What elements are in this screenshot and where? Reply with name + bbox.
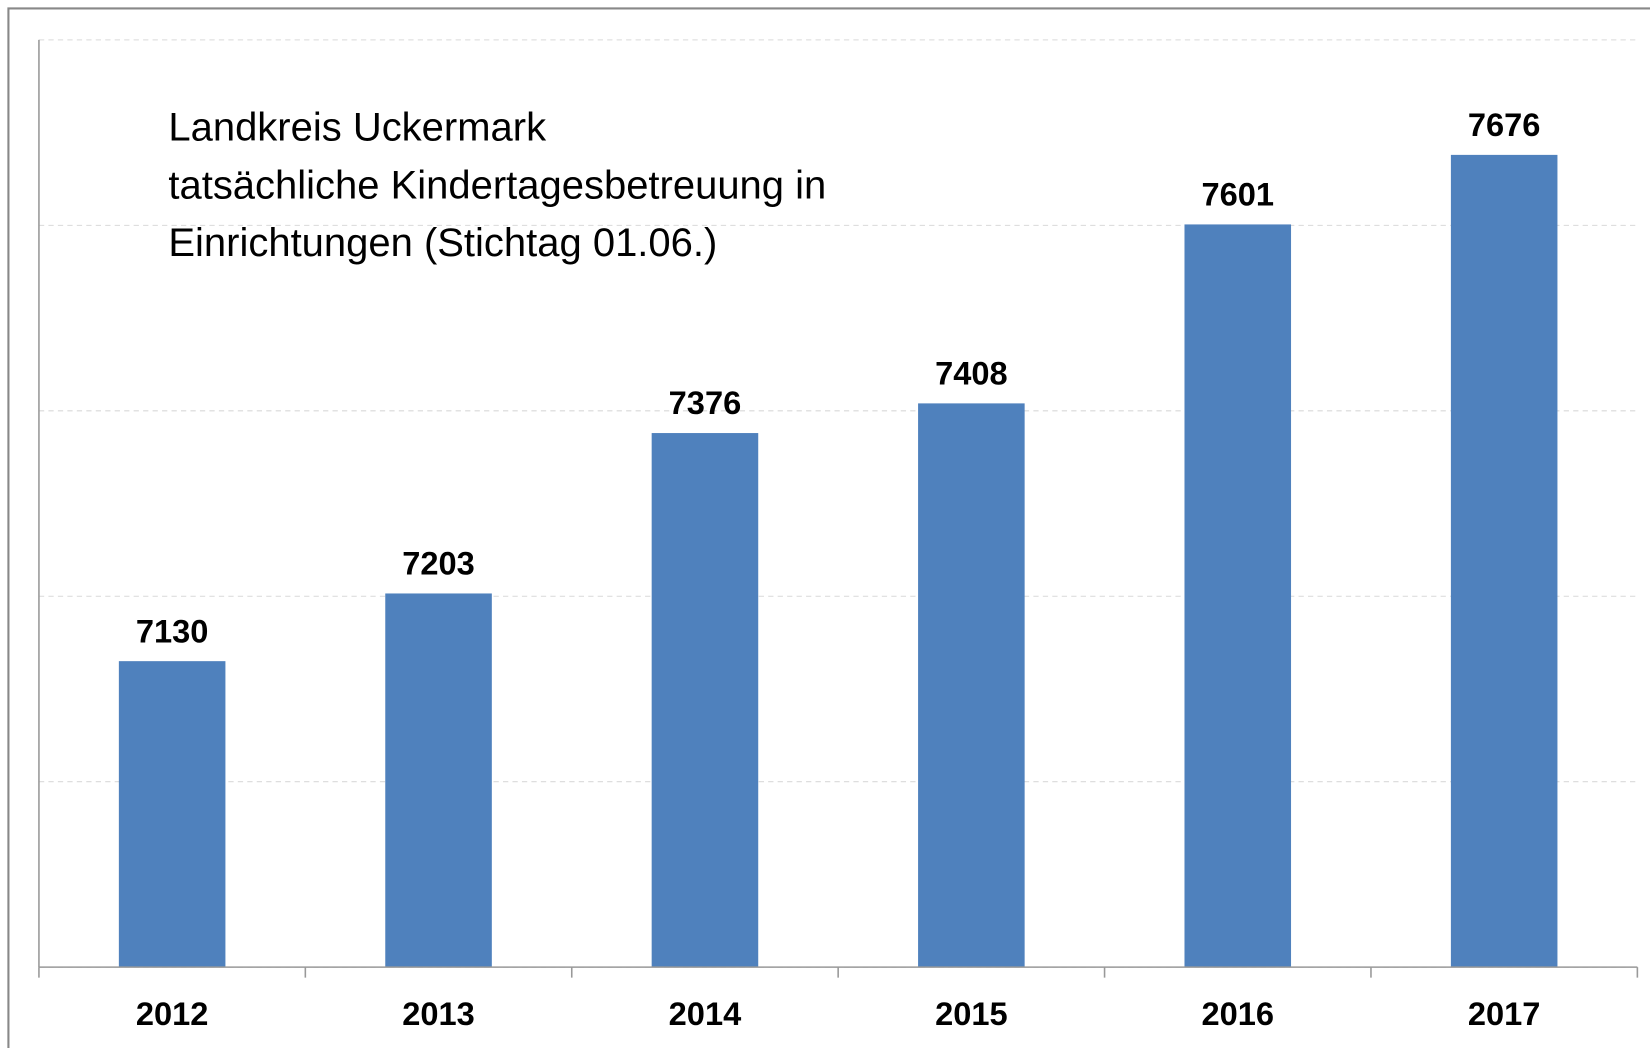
- bar: [918, 403, 1025, 968]
- value-label: 7376: [669, 385, 742, 421]
- x-tick-label: 2013: [402, 996, 475, 1032]
- bar: [1184, 224, 1292, 968]
- x-tick-label: 2012: [136, 996, 209, 1032]
- value-label: 7130: [136, 613, 209, 649]
- value-label: 7601: [1201, 177, 1274, 213]
- x-tick-label: 2017: [1468, 996, 1541, 1032]
- bar: [651, 433, 759, 968]
- chart-title: Landkreis Uckermark: [168, 106, 547, 150]
- chart-title: tatsächliche Kindertagesbetreuung in: [168, 164, 826, 208]
- x-tick-label: 2016: [1201, 996, 1274, 1032]
- bar: [118, 661, 226, 968]
- value-label: 7676: [1468, 107, 1541, 143]
- x-tick-label: 2014: [669, 996, 742, 1032]
- bar: [1450, 154, 1558, 968]
- frame: [7, 7, 1650, 1048]
- value-label: 7408: [935, 356, 1008, 392]
- value-label: 7203: [402, 546, 475, 582]
- bar: [385, 593, 492, 968]
- chart-title: Einrichtungen (Stichtag 01.06.): [168, 221, 717, 265]
- x-tick-label: 2015: [935, 996, 1008, 1032]
